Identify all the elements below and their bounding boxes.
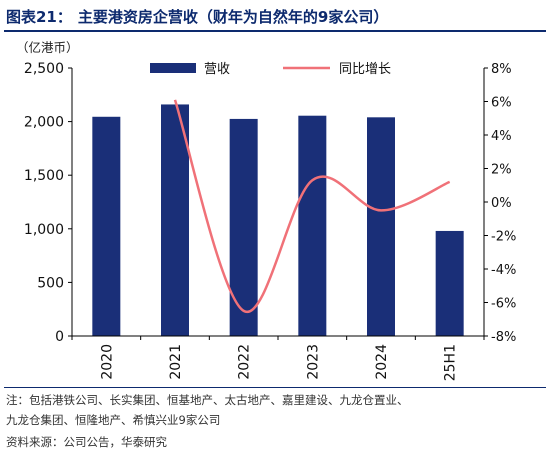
footer-divider xyxy=(4,387,546,388)
right-tick-label: 8% xyxy=(491,62,512,77)
chart-source: 资料来源：公司公告，华泰研究 xyxy=(6,435,167,449)
figure-title-text: 主要港资房企营收（财年为自然年的9家公司） xyxy=(77,8,389,26)
figure-number: 图表21： xyxy=(6,8,72,26)
x-tick-label: 2023 xyxy=(305,344,321,380)
bar-2021 xyxy=(161,104,189,336)
right-tick-label: -2% xyxy=(491,230,516,245)
right-tick-label: 2% xyxy=(491,163,512,178)
left-tick-label: 2,500 xyxy=(24,61,64,77)
x-tick-label: 2024 xyxy=(374,344,390,380)
x-tick-label: 2021 xyxy=(168,344,184,380)
right-tick-label: -6% xyxy=(491,297,516,312)
x-tick-label: 2022 xyxy=(237,344,253,380)
chart-note-line-1: 注：包括港铁公司、长实集团、恒基地产、太古地产、嘉里建设、九龙仓置业、 xyxy=(6,393,409,407)
legend-line-label: 同比增长 xyxy=(339,62,391,77)
bar-2024 xyxy=(367,117,395,336)
bar-25H1 xyxy=(435,230,464,336)
growth-line xyxy=(173,99,451,313)
legend-bar-label: 营收 xyxy=(204,62,230,77)
revenue-growth-chart: 0 500 1,000 1,500 2,000 2,500 -8% -6% -4% -2% 0% 2%… xyxy=(24,61,516,381)
title-divider xyxy=(4,30,546,32)
left-tick-label: 1,500 xyxy=(24,168,64,184)
bar-2023 xyxy=(298,115,327,336)
x-tick-label: 25H1 xyxy=(443,344,459,381)
left-tick-label: 0 xyxy=(55,329,64,345)
bar-2022 xyxy=(229,118,258,336)
figure-title: 图表21： 主要港资房企营收（财年为自然年的9家公司） xyxy=(6,6,388,27)
right-tick-label: 4% xyxy=(491,129,512,144)
left-axis-unit-label: （亿港币） xyxy=(16,40,79,55)
right-tick-label: 0% xyxy=(491,196,512,211)
right-tick-label: -4% xyxy=(491,263,516,278)
x-tick-label: 2020 xyxy=(99,344,115,380)
chart-note-line-2: 九龙仓集团、恒隆地产、希慎兴业9家公司 xyxy=(6,413,221,427)
bar-2020 xyxy=(92,116,121,336)
right-tick-label: -8% xyxy=(491,330,516,345)
left-tick-label: 500 xyxy=(37,275,64,291)
left-tick-label: 1,000 xyxy=(24,222,64,238)
left-tick-label: 2,000 xyxy=(24,115,64,131)
legend-bar-swatch xyxy=(150,63,196,73)
right-tick-label: 6% xyxy=(491,96,512,111)
